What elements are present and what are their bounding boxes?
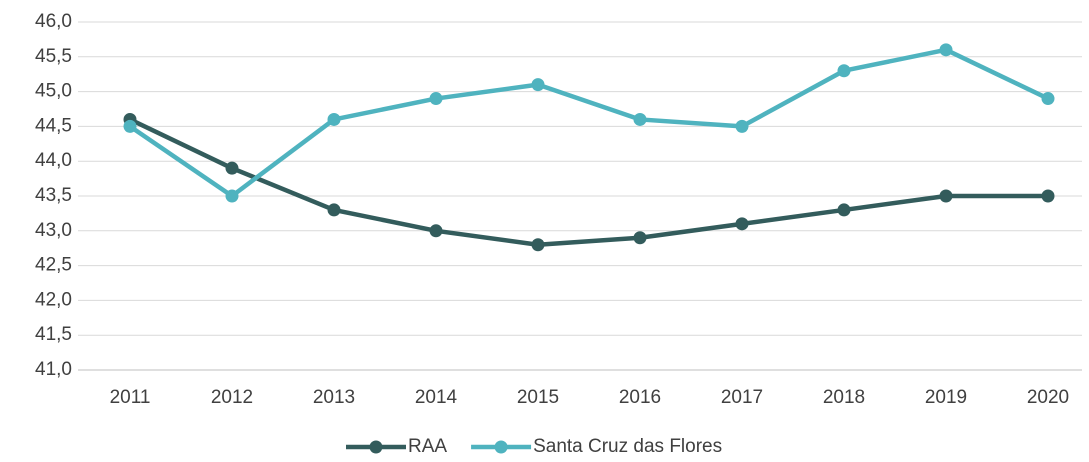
point <box>225 189 239 203</box>
legend-marker <box>369 440 383 454</box>
series-line <box>128 47 1049 199</box>
point <box>123 119 137 133</box>
legend-label: Santa Cruz das Flores <box>533 436 722 457</box>
x-tick-label: 2017 <box>721 387 763 408</box>
y-tick-label: 41,5 <box>35 324 72 345</box>
y-tick-label: 42,0 <box>35 289 72 310</box>
y-tick-label: 44,0 <box>35 150 72 171</box>
y-tick-label: 45,0 <box>35 81 72 102</box>
point <box>531 238 545 252</box>
x-tick-label: 2013 <box>313 387 355 408</box>
point <box>225 161 239 175</box>
y-tick-label: 46,0 <box>35 11 72 32</box>
y-tick-label: 41,0 <box>35 359 72 380</box>
x-tick-label: 2015 <box>517 387 559 408</box>
x-tick-label: 2011 <box>110 387 151 408</box>
point <box>327 203 341 217</box>
point <box>327 112 341 126</box>
point <box>939 189 953 203</box>
y-tick-label: 45,5 <box>35 46 72 67</box>
point <box>429 224 443 238</box>
point <box>735 217 749 231</box>
legend-marker <box>494 440 508 454</box>
point <box>735 119 749 133</box>
y-tick-label: 44,5 <box>35 115 72 136</box>
y-tick-label: 43,0 <box>35 220 72 241</box>
x-tick-label: 2012 <box>211 387 253 408</box>
point <box>1041 92 1055 106</box>
x-tick-label: 2019 <box>925 387 967 408</box>
x-tick-label: 2014 <box>415 387 458 408</box>
point <box>531 78 545 92</box>
y-tick-label: 42,5 <box>35 255 72 276</box>
x-tick-label: 2018 <box>823 387 865 408</box>
point <box>633 231 647 245</box>
x-tick-label: 2016 <box>619 387 661 408</box>
point <box>837 203 851 217</box>
legend-label: RAA <box>408 436 447 457</box>
point <box>837 64 851 78</box>
y-tick-label: 43,5 <box>35 185 72 206</box>
point <box>939 43 953 57</box>
point <box>1041 189 1055 203</box>
x-tick-label: 2020 <box>1027 387 1069 408</box>
series-line <box>129 117 1048 247</box>
point <box>633 112 647 126</box>
point <box>429 92 443 106</box>
